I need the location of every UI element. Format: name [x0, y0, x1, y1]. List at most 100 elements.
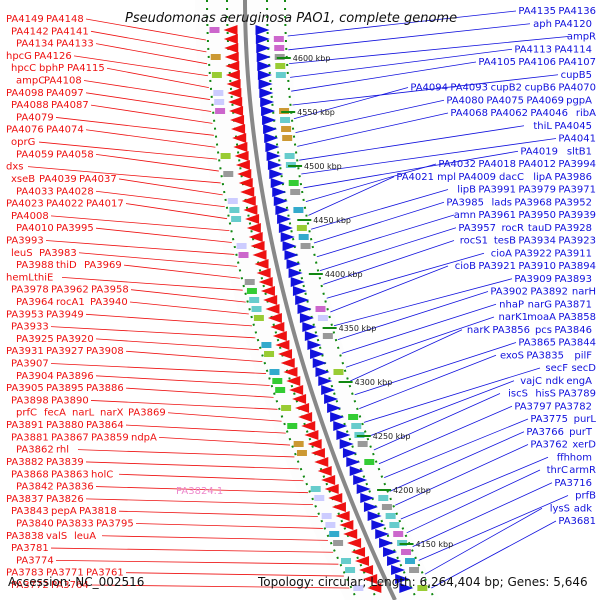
gene-line-right	[359, 354, 497, 409]
feature-left-arrow	[245, 214, 260, 224]
gene-label-right: PA4093	[450, 83, 488, 94]
gene-label-right: PA4094	[410, 83, 448, 94]
gene-label-right: purT	[569, 427, 593, 438]
gene-label-left: PA3978	[11, 285, 49, 296]
gene-line-left	[85, 461, 299, 470]
gene-label-right: hom	[570, 452, 592, 463]
feature-box-left	[325, 522, 336, 528]
gene-label-left: PA3958	[91, 285, 129, 296]
gene-label-right: PA4106	[518, 57, 556, 68]
gene-label-right: PA3892	[530, 287, 568, 298]
gene-label-right: PA4136	[558, 6, 596, 17]
gene-label-left: PA4023	[6, 199, 44, 210]
feature-box-left	[253, 315, 264, 321]
gene-label-left: PA4148	[46, 14, 84, 25]
gene-label-right: purL	[574, 414, 597, 425]
feature-box-right	[288, 180, 299, 186]
gene-label-left: PA3949	[46, 309, 84, 320]
feature-box-left	[333, 540, 344, 546]
gene-line-left	[90, 30, 207, 53]
gene-label-right: PA4107	[558, 57, 596, 68]
feature-right-arrow	[367, 511, 382, 521]
feature-right-arrow	[288, 268, 303, 278]
gene-label-right: PA3957	[458, 223, 496, 234]
gene-label-right: sltB1	[567, 146, 592, 157]
gene-line-right	[299, 125, 525, 161]
feature-right-arrow	[327, 403, 342, 413]
gene-label-left: ampC	[16, 76, 45, 87]
feature-left-arrow	[328, 493, 343, 503]
gene-label-right: tauD	[528, 223, 552, 234]
gene-line-left	[95, 43, 208, 65]
gene-line-left	[55, 559, 339, 565]
feature-left-arrow	[232, 133, 247, 143]
gene-label-right: PA4135	[518, 6, 556, 17]
gene-label-left: PA3818	[79, 506, 117, 517]
gene-label-left: PA3953	[6, 309, 44, 320]
gene-line-right	[378, 405, 513, 465]
gene-line-right	[418, 495, 569, 561]
gene-label-left: thiE	[34, 272, 53, 283]
feature-left-arrow	[278, 349, 293, 359]
gene-line-right	[431, 520, 557, 589]
feature-box-right	[409, 567, 420, 573]
gene-label-left: PA4134	[16, 39, 54, 50]
feature-right-arrow	[256, 52, 271, 62]
feature-left-arrow	[298, 412, 313, 422]
gene-label-right: cupB2	[491, 83, 522, 94]
feature-box-left	[229, 207, 240, 213]
feature-right-arrow	[265, 142, 280, 152]
gene-label-left: PA3774	[16, 555, 54, 566]
gene-label-right: PA4075	[486, 95, 524, 106]
feature-box-left	[314, 495, 325, 501]
feature-right-arrow	[346, 457, 361, 467]
gene-label-right: PA3952	[554, 197, 592, 208]
gene-label-left: PA4076	[6, 125, 44, 136]
feature-right-arrow	[269, 169, 284, 179]
gene-label-right: PA3986	[554, 172, 592, 183]
gene-label-right: PA3894	[558, 261, 596, 272]
feature-left-arrow	[343, 529, 358, 539]
feature-right-arrow	[297, 304, 312, 314]
gene-label-right: PA4070	[558, 83, 596, 94]
feature-left-arrow	[307, 439, 322, 449]
feature-box-right	[348, 414, 359, 420]
gene-line-right	[406, 469, 541, 534]
gene-label-right: PA3922	[514, 248, 552, 259]
feature-right-arrow	[255, 25, 270, 35]
feature-box-right	[378, 495, 389, 501]
gene-label-right: PA3950	[518, 210, 556, 221]
gene-label-right: rocS1	[460, 236, 488, 247]
feature-left-arrow	[351, 547, 366, 557]
feature-left-arrow	[314, 457, 329, 467]
feature-left-arrow	[254, 259, 269, 269]
gene-label-left: PA3869	[128, 408, 166, 419]
gene-label-left: PA4079	[16, 112, 54, 123]
feature-left-arrow	[231, 124, 246, 134]
gene-label-left: PA3983	[39, 248, 77, 259]
feature-left-arrow	[243, 205, 258, 215]
gene-label-left: PA3771	[46, 568, 84, 579]
gene-line-left	[85, 498, 313, 506]
feature-left-arrow	[237, 169, 252, 179]
gene-label-left: PA3993	[6, 235, 44, 246]
gene-label-right: PA3909	[514, 274, 552, 285]
gene-label-right: PA3871	[554, 299, 592, 310]
gene-label-left: thiD	[56, 260, 77, 271]
gene-label-left: leuS	[11, 248, 33, 259]
feature-right-arrow	[272, 187, 287, 197]
gene-label-right: ffh	[557, 452, 570, 463]
gene-label-right: moaA	[527, 312, 556, 323]
feature-box-right	[275, 72, 286, 78]
topology-text: Topology: circular; Length: 6,264,404 bp…	[257, 575, 588, 589]
gene-label-left: narX	[100, 408, 124, 419]
feature-left-arrow	[241, 196, 256, 206]
gene-line-left	[95, 190, 225, 208]
feature-right-arrow	[383, 547, 398, 557]
gene-label-left: fecA	[44, 408, 66, 419]
feature-left-arrow	[280, 358, 295, 368]
gene-line-right	[305, 163, 437, 202]
feature-left-arrow	[347, 538, 362, 548]
feature-left-arrow	[339, 520, 354, 530]
feature-right-arrow	[299, 313, 314, 323]
